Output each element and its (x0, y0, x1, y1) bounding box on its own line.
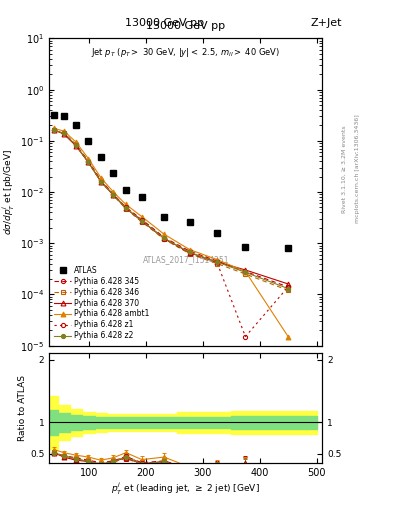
Text: Rivet 3.1.10, ≥ 3.2M events: Rivet 3.1.10, ≥ 3.2M events (342, 125, 346, 213)
Text: 13000 GeV pp: 13000 GeV pp (125, 18, 205, 28)
Text: Jet $p_T$ ($p_T >$ 30 GeV, $|y| <$ 2.5, $m_{ll} >$ 40 GeV): Jet $p_T$ ($p_T >$ 30 GeV, $|y| <$ 2.5, … (91, 46, 280, 59)
Text: 13000 GeV pp: 13000 GeV pp (146, 20, 225, 31)
Legend: ATLAS, Pythia 6.428 345, Pythia 6.428 346, Pythia 6.428 370, Pythia 6.428 ambt1,: ATLAS, Pythia 6.428 345, Pythia 6.428 34… (53, 264, 151, 342)
Text: ATLAS_2017_I1514251: ATLAS_2017_I1514251 (142, 255, 229, 264)
Text: Z+Jet: Z+Jet (310, 18, 342, 28)
Y-axis label: Ratio to ATLAS: Ratio to ATLAS (18, 375, 27, 441)
Y-axis label: $d\sigma/dp_T^j$ et [pb/GeV]: $d\sigma/dp_T^j$ et [pb/GeV] (1, 149, 17, 235)
Text: mcplots.cern.ch [arXiv:1306.3436]: mcplots.cern.ch [arXiv:1306.3436] (355, 115, 360, 223)
X-axis label: $p_T^j$ et (leading jet, $\geq$ 2 jet) [GeV]: $p_T^j$ et (leading jet, $\geq$ 2 jet) [… (111, 481, 260, 497)
